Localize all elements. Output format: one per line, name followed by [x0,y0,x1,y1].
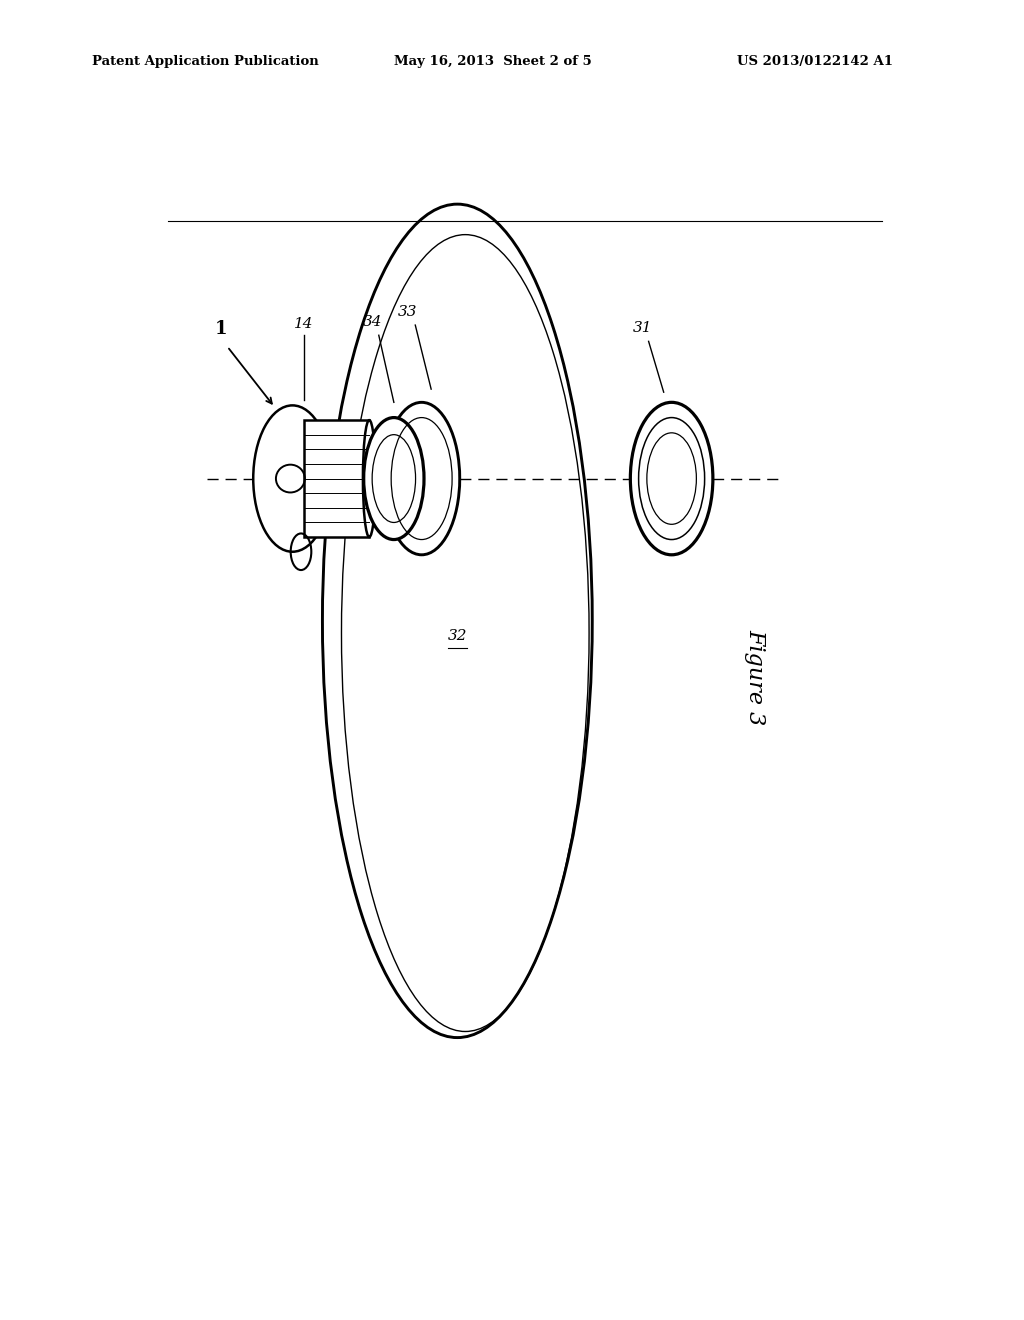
Text: 1: 1 [215,321,227,338]
Text: Figure 3: Figure 3 [744,628,766,725]
Ellipse shape [253,405,332,552]
Ellipse shape [384,403,460,554]
Ellipse shape [364,417,424,540]
Ellipse shape [362,420,376,537]
Text: May 16, 2013  Sheet 2 of 5: May 16, 2013 Sheet 2 of 5 [394,55,592,69]
Text: Patent Application Publication: Patent Application Publication [92,55,318,69]
Text: 33: 33 [397,305,417,319]
Text: US 2013/0122142 A1: US 2013/0122142 A1 [737,55,893,69]
Ellipse shape [631,403,713,554]
Text: 34: 34 [362,315,382,329]
Text: 31: 31 [633,321,652,335]
Bar [304,420,370,537]
Text: 14: 14 [295,317,314,331]
Text: 32: 32 [447,630,467,643]
